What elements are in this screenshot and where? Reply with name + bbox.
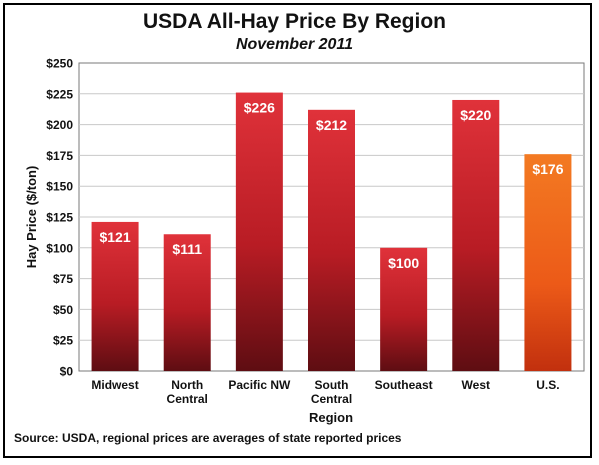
y-tick-label: $0 [60,365,74,379]
source-note: Source: USDA, regional prices are averag… [14,431,402,445]
y-tick-label: $225 [46,87,73,101]
data-label: $111 [172,241,202,257]
chart-subtitle: November 2011 [235,36,354,53]
x-tick-label: West [462,378,490,392]
bar [308,109,355,371]
x-tick-label: South Central [311,378,352,406]
data-label: $212 [316,117,347,133]
bar [163,234,211,371]
x-tick-label: Southeast [375,378,433,392]
y-tick-label: $75 [53,272,73,286]
y-tick-label: $175 [46,149,73,163]
x-tick-label: North Central [167,378,208,406]
bar [524,154,572,371]
y-axis-title: Hay Price ($/ton) [24,166,39,269]
data-label: $226 [244,100,275,116]
x-tick-label: U.S. [536,378,559,392]
data-label: $176 [532,161,563,177]
y-tick-label: $200 [46,118,73,132]
data-label: $100 [388,255,419,271]
bar [380,247,428,371]
y-tick-label: $100 [46,241,73,255]
y-tick-label: $150 [46,180,73,194]
x-tick-label: Midwest [91,378,138,392]
y-tick-label: $125 [46,211,73,225]
y-tick-label: $250 [46,57,73,71]
y-tick-label: $50 [53,303,73,317]
bar [235,92,283,372]
bar [452,99,500,372]
bar [91,221,139,371]
x-axis-title: Region [309,410,353,425]
x-tick-label: Pacific NW [228,378,291,392]
chart-title: USDA All-Hay Price By Region [142,10,446,33]
data-label: $121 [99,229,130,245]
y-tick-label: $25 [53,334,73,348]
data-label: $220 [460,107,491,123]
